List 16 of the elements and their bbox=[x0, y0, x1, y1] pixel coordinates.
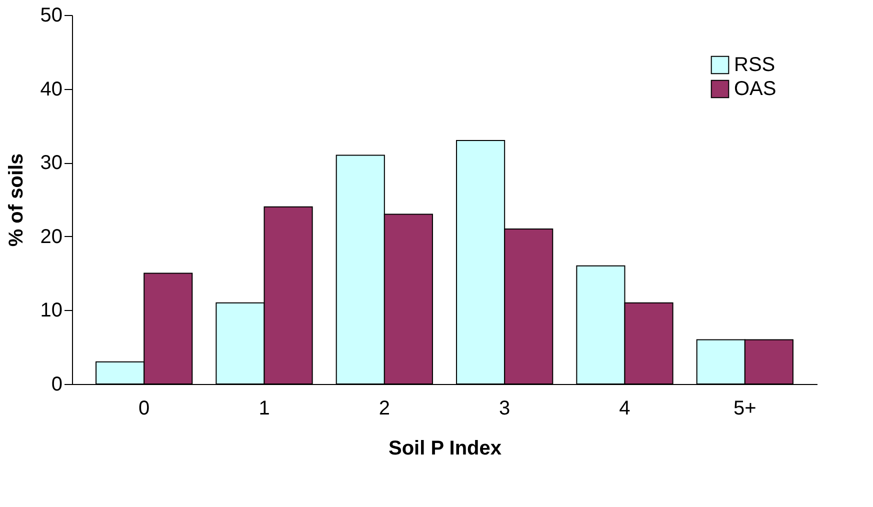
legend-label: OAS bbox=[734, 78, 776, 100]
y-tick-label: 30 bbox=[40, 152, 62, 174]
x-tick-label: 5+ bbox=[733, 398, 756, 420]
y-tick-label: 0 bbox=[51, 374, 62, 396]
x-tick-label: 2 bbox=[378, 398, 390, 420]
x-axis-title: Soil P Index bbox=[388, 438, 502, 460]
x-tick-label: 0 bbox=[138, 398, 150, 420]
y-tick-label: 20 bbox=[40, 226, 62, 248]
y-tick-label: 10 bbox=[40, 300, 62, 322]
y-tick-label: 40 bbox=[40, 78, 62, 100]
y-tick-label: 50 bbox=[40, 4, 62, 26]
legend-label: RSS bbox=[734, 54, 776, 76]
x-tick-label: 1 bbox=[258, 398, 270, 420]
x-tick-label: 4 bbox=[619, 398, 630, 420]
x-tick-label: 3 bbox=[499, 398, 510, 420]
y-axis-title: % of soils bbox=[5, 153, 28, 247]
